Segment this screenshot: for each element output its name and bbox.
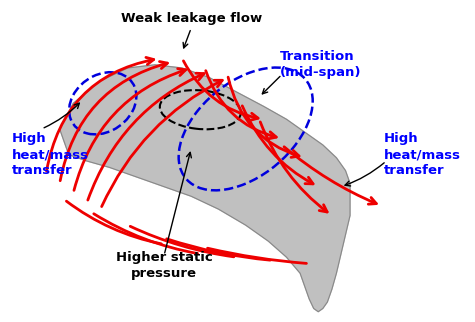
Polygon shape — [60, 65, 350, 312]
Text: High
heat/mass
transfer: High heat/mass transfer — [12, 132, 89, 177]
Text: Transition
(mid-span): Transition (mid-span) — [280, 50, 361, 79]
Text: Weak leakage flow: Weak leakage flow — [121, 12, 262, 25]
Text: Higher static
pressure: Higher static pressure — [115, 251, 212, 280]
Text: High
heat/mass
transfer: High heat/mass transfer — [384, 132, 461, 177]
